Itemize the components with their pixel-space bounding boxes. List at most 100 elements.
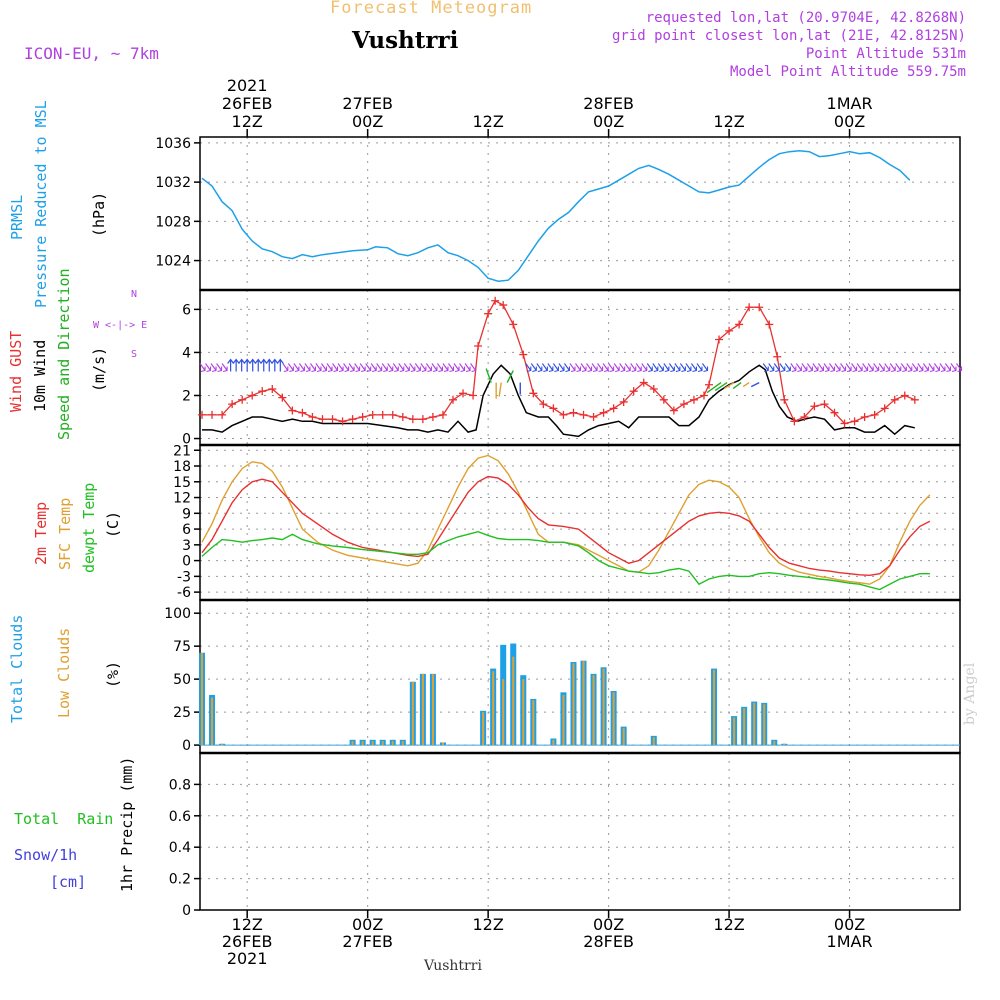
gust-marker	[298, 408, 307, 417]
direction-arrow	[470, 363, 477, 373]
direction-arrow-large	[750, 381, 760, 388]
y-tick-label: 75	[173, 639, 191, 655]
panel-frame	[199, 752, 961, 911]
gust-marker	[725, 326, 734, 335]
direction-arrow	[911, 363, 918, 373]
gust-marker	[218, 410, 227, 419]
gust-marker	[469, 391, 478, 400]
direction-arrow	[558, 363, 565, 373]
time-label-bottom: 12Z	[713, 915, 744, 934]
direction-arrow	[403, 363, 410, 373]
time-label-bottom: 12Z	[232, 915, 263, 934]
y-tick-label: 21	[173, 443, 191, 459]
low-cloud-bar	[582, 660, 585, 746]
gust-marker	[589, 413, 598, 422]
direction-arrow	[856, 363, 863, 373]
direction-arrow-large	[506, 370, 514, 383]
direction-arrow	[409, 363, 416, 373]
gust-marker	[773, 352, 782, 361]
y-tick-label: 1024	[155, 254, 191, 270]
low-cloud-bar	[211, 697, 214, 746]
gust-marker	[539, 400, 548, 409]
gust-marker	[378, 410, 387, 419]
direction-arrow	[569, 363, 576, 373]
direction-arrow	[867, 363, 874, 373]
gust-marker	[499, 301, 508, 310]
low-cloud-bar	[652, 737, 655, 746]
gust-marker	[910, 395, 919, 404]
gust-marker	[890, 395, 899, 404]
direction-arrow	[343, 363, 350, 373]
direction-arrow	[768, 363, 775, 373]
gust-marker	[248, 391, 257, 400]
time-label-top: 12Z	[232, 112, 263, 131]
gust-marker	[669, 406, 678, 415]
direction-arrow	[668, 363, 675, 373]
compass-west-east: W <-|-> E	[93, 320, 148, 331]
direction-arrow	[425, 363, 432, 373]
gust-marker	[679, 400, 688, 409]
gust-marker	[765, 320, 774, 329]
low-cloud-bar	[421, 673, 424, 746]
gust-marker	[649, 385, 658, 394]
direction-arrow	[221, 363, 228, 373]
direction-arrow	[552, 363, 559, 373]
time-label-top: 00Z	[834, 112, 865, 131]
direction-arrow	[696, 363, 703, 373]
low-cloud-bar	[200, 652, 204, 746]
direction-arrow-large	[498, 382, 502, 397]
y-tick-label: 3	[182, 538, 191, 554]
time-label-bottom: 00Z	[352, 915, 383, 934]
direction-arrow	[591, 363, 598, 373]
direction-arrow	[784, 363, 791, 373]
model-altitude: Model Point Altitude 559.75m	[729, 64, 966, 80]
time-label-bottom: 26FEB	[222, 932, 273, 951]
direction-arrow	[238, 358, 246, 372]
gust-marker	[860, 413, 869, 422]
gust-marker	[880, 404, 889, 413]
y-tick-label: 9	[182, 506, 191, 522]
low-cloud-bar	[431, 673, 434, 746]
gust-marker	[830, 408, 839, 417]
legend-total-rain: Total Rain	[14, 810, 114, 828]
y-tick-label: 25	[173, 705, 191, 721]
wind-gust-line	[202, 299, 916, 425]
gridpoint-coords: grid point closest lon,lat (21E, 42.8125…	[611, 28, 966, 44]
direction-arrow	[795, 363, 802, 373]
direction-arrow	[663, 363, 670, 373]
time-label-bottom: 27FEB	[342, 932, 393, 951]
time-label-bottom: 00Z	[593, 915, 624, 934]
gust-marker	[579, 410, 588, 419]
direction-arrow	[702, 363, 709, 373]
gust-marker	[198, 410, 207, 419]
direction-arrow	[928, 363, 935, 373]
direction-arrow	[530, 363, 537, 373]
direction-arrow	[586, 363, 593, 373]
y-tick-label: 1036	[155, 136, 191, 152]
gust-marker	[639, 378, 648, 387]
direction-arrow	[762, 363, 769, 373]
gust-marker	[398, 413, 407, 422]
pressure-line	[201, 149, 911, 282]
gust-marker	[484, 309, 493, 318]
gust-marker	[338, 417, 347, 426]
direction-arrow	[884, 363, 891, 373]
direction-arrow	[862, 363, 869, 373]
direction-arrow	[773, 363, 780, 373]
direction-arrow	[823, 363, 830, 373]
gust-marker	[368, 410, 377, 419]
direction-arrow	[216, 363, 223, 373]
direction-arrow-large	[732, 382, 742, 390]
y-tick-label: 0	[182, 554, 191, 570]
direction-arrow	[282, 363, 289, 373]
y-tick-label: -3	[177, 569, 191, 585]
direction-arrow	[801, 363, 808, 373]
direction-arrow	[437, 363, 443, 373]
direction-arrow	[287, 363, 294, 373]
model-label: ICON-EU, ~ 7km	[24, 44, 159, 63]
gust-marker	[509, 320, 518, 329]
low-cloud-bar	[522, 679, 525, 746]
direction-arrow	[370, 363, 377, 373]
direction-arrow	[365, 363, 372, 373]
gust-marker	[358, 413, 367, 422]
